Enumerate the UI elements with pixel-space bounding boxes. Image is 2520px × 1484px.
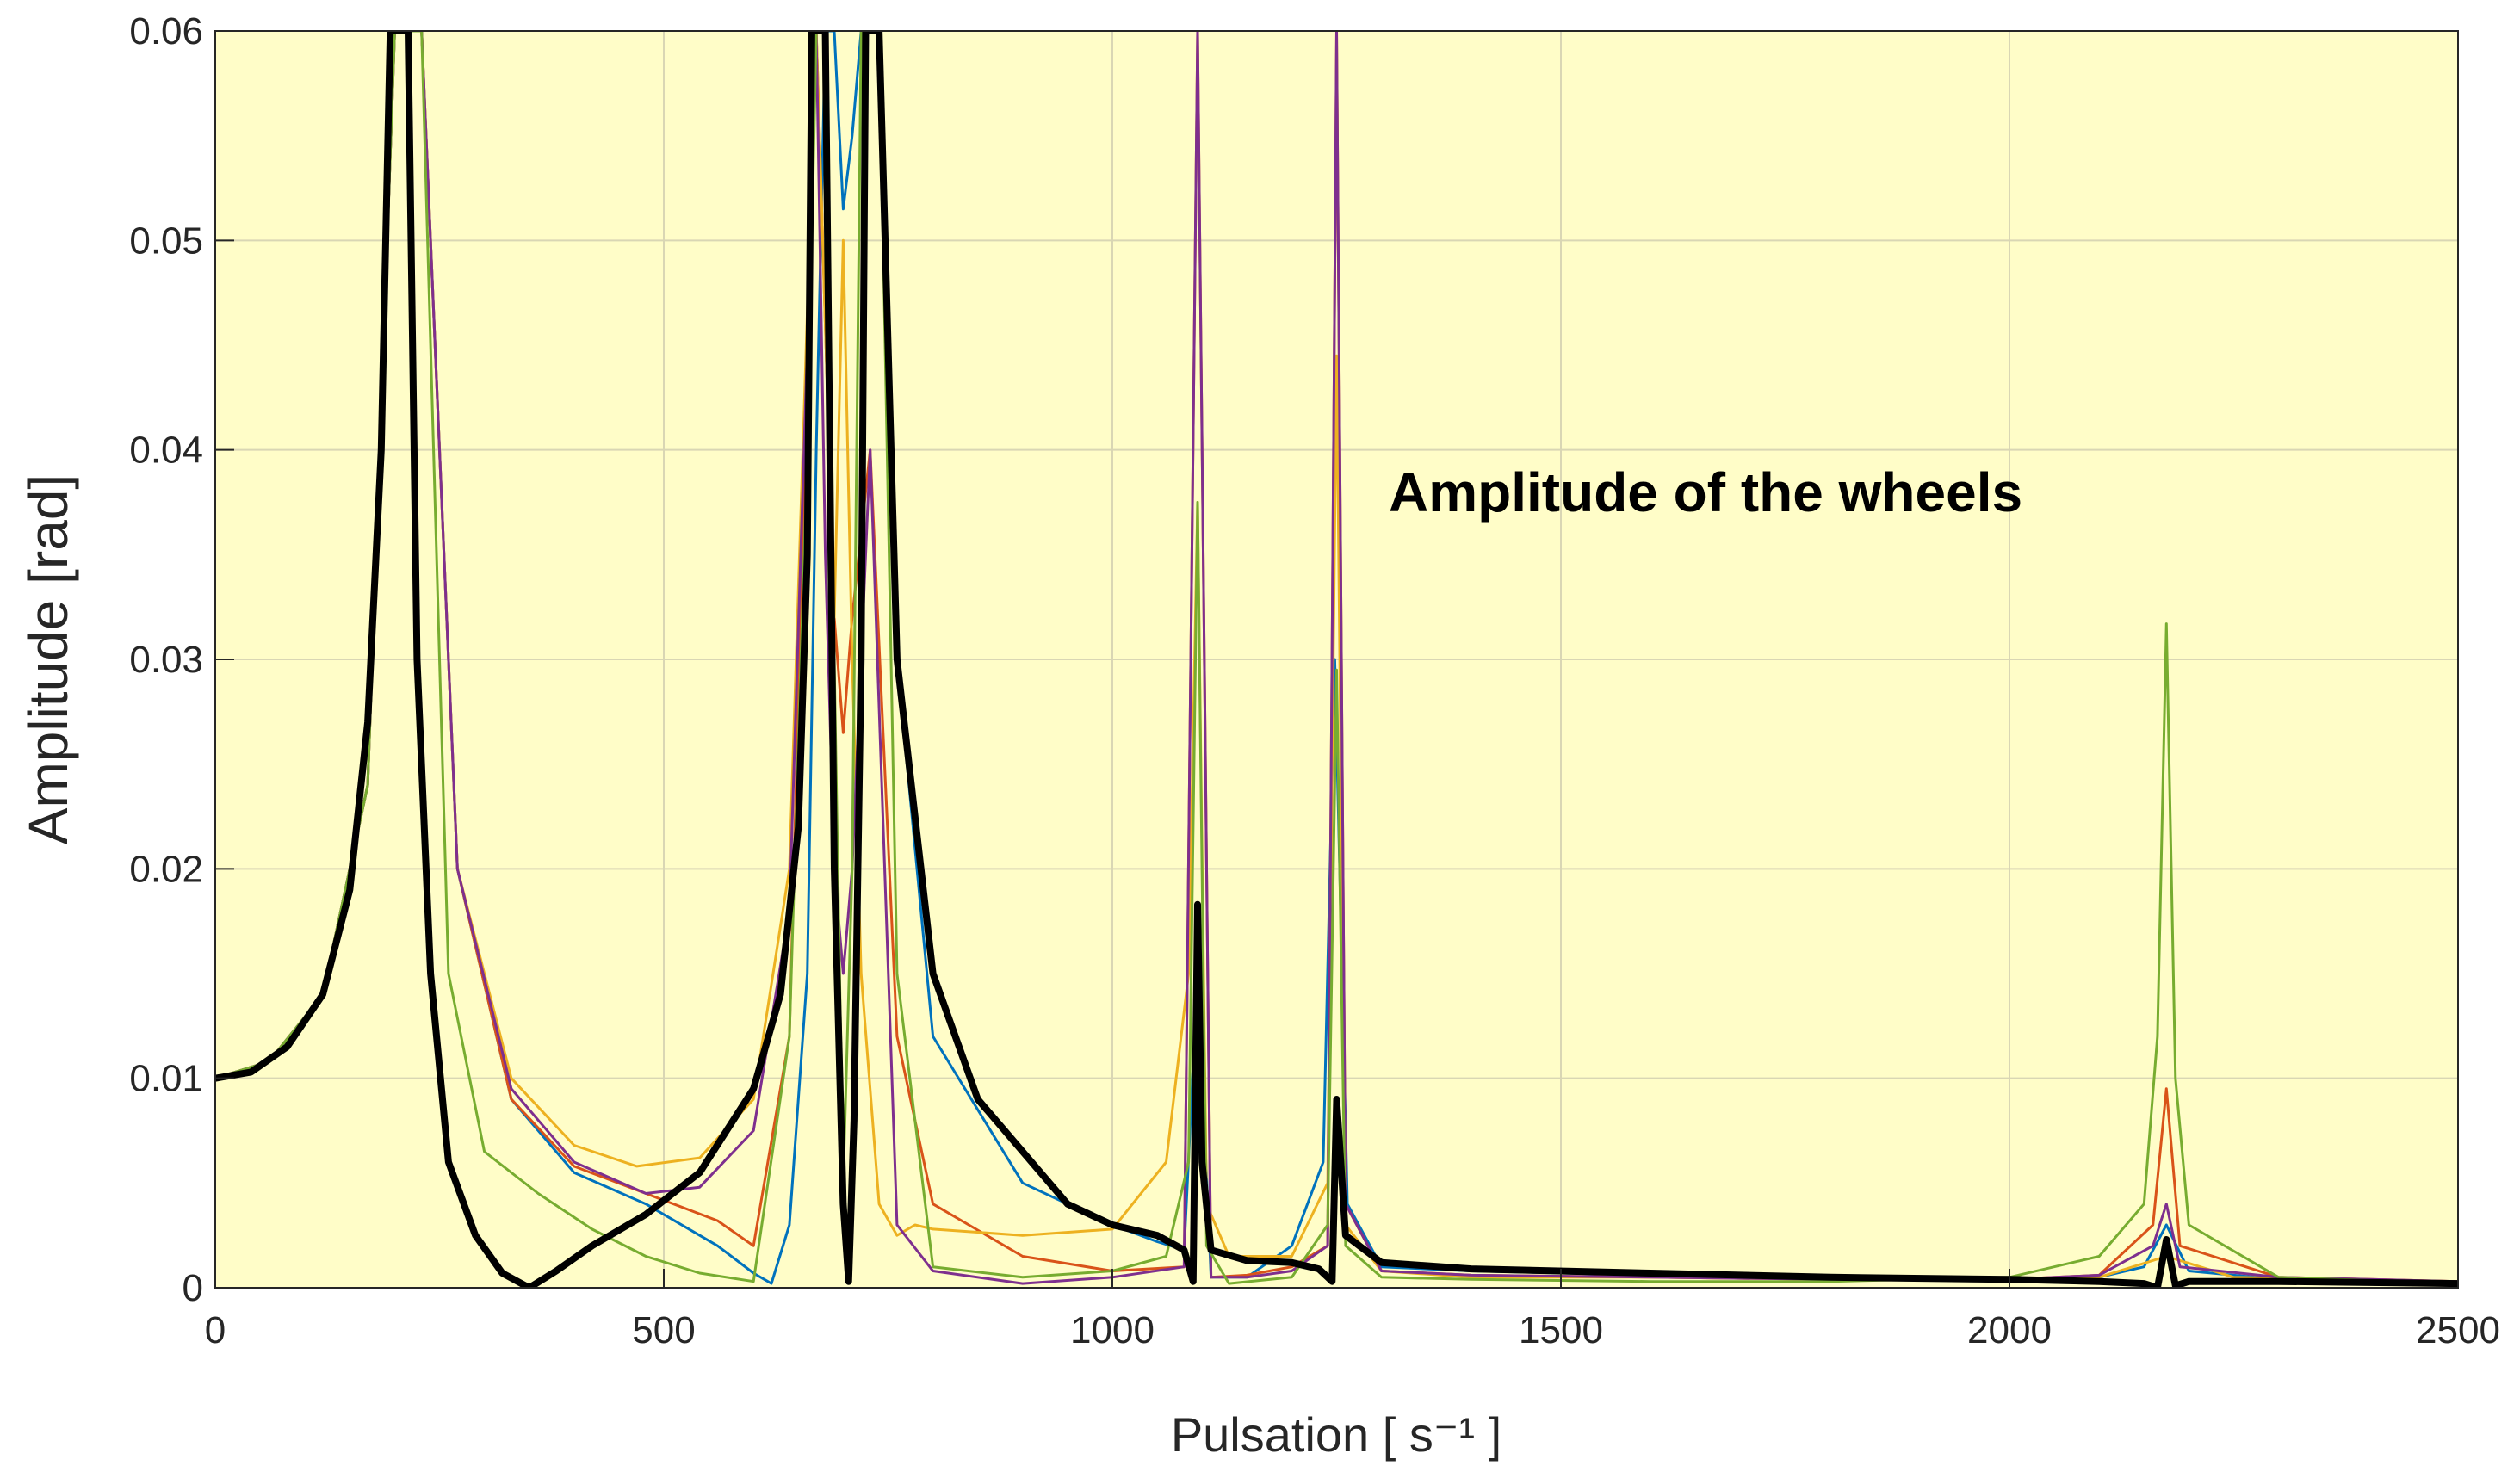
x-axis-label: Pulsation [ s⁻¹ ] [1171, 1407, 1501, 1462]
y-tick-label: 0.05 [129, 220, 203, 262]
y-tick-label: 0.02 [129, 848, 203, 890]
series-line-green [215, 31, 2458, 1285]
y-tick-label: 0.06 [129, 10, 203, 53]
grid [215, 31, 2458, 1288]
x-tick-label: 2500 [2416, 1309, 2500, 1351]
tick-labels: 0 500 1000 1500 2000 2500 0 0.01 0.02 0.03 0.04 0.0… [129, 10, 2500, 1351]
series-line-yellow [215, 31, 2458, 1283]
x-tick-label: 2000 [1967, 1309, 2052, 1351]
series-line-black [215, 31, 2458, 1288]
y-tick-label: 0.03 [129, 639, 203, 681]
ticks [214, 30, 2459, 1289]
series-layer [215, 31, 2458, 1288]
y-axis-label: Amplitude [rad] [17, 474, 79, 844]
x-tick-label: 500 [632, 1309, 695, 1351]
y-tick-label: 0 [183, 1267, 203, 1309]
chart-annotation: Amplitude of the wheels [1389, 461, 2022, 523]
x-tick-label: 0 [205, 1309, 226, 1351]
y-tick-label: 0.04 [129, 430, 203, 472]
y-tick-label: 0.01 [129, 1058, 203, 1100]
x-tick-label: 1000 [1070, 1309, 1155, 1351]
x-tick-label: 1500 [1519, 1309, 1603, 1351]
